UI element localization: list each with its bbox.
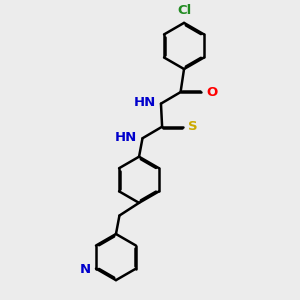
Text: N: N xyxy=(80,263,92,276)
Text: S: S xyxy=(188,120,198,133)
Text: Cl: Cl xyxy=(177,4,191,17)
Text: O: O xyxy=(206,85,218,99)
Text: HN: HN xyxy=(115,130,137,144)
Text: HN: HN xyxy=(134,96,156,109)
